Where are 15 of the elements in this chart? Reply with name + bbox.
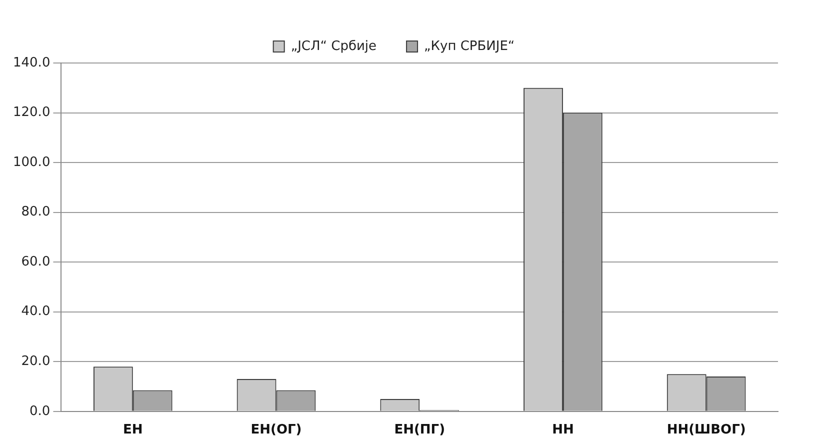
legend-label: „ЈСЛ“ Србије	[290, 38, 377, 54]
y-tick-label: 60.0	[21, 254, 50, 270]
y-tick-label: 120.0	[13, 105, 50, 120]
x-tick-label: ЕН(ОГ)	[250, 422, 302, 438]
x-tick-label: ЕН	[123, 422, 143, 438]
y-tick-label: 80.0	[21, 204, 50, 220]
legend-label: „Куп СРБИЈЕ“	[424, 38, 515, 54]
y-tick-label: 20.0	[21, 354, 50, 370]
x-tick-label: НН	[552, 422, 574, 438]
x-tick-label: НН(ШВОГ)	[666, 422, 746, 438]
y-tick-label: 40.0	[21, 304, 50, 320]
x-tick-label: ЕН(ПГ)	[394, 422, 446, 438]
y-tick-label: 0.0	[30, 404, 50, 419]
y-tick-label: 100.0	[13, 154, 50, 170]
y-tick-label: 140.0	[13, 55, 50, 70]
